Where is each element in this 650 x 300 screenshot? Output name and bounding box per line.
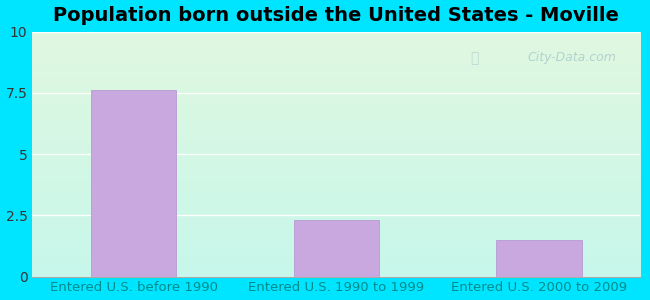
- Bar: [497, 240, 582, 277]
- Text: City-Data.com: City-Data.com: [527, 51, 616, 64]
- Title: Population born outside the United States - Moville: Population born outside the United State…: [53, 6, 619, 25]
- Bar: [91, 90, 176, 277]
- Text: ⓘ: ⓘ: [470, 51, 478, 65]
- Bar: [294, 220, 379, 277]
